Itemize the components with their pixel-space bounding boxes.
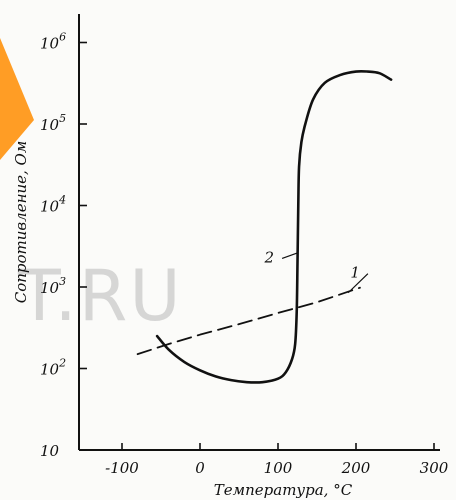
y-tick-label: 106 bbox=[40, 31, 66, 53]
y-tick-label: 103 bbox=[40, 275, 66, 297]
curve-label: 1 bbox=[350, 264, 360, 282]
curve-labels: 12 bbox=[264, 248, 369, 294]
x-tick-label: 200 bbox=[341, 459, 371, 477]
y-tick-label: 10 bbox=[40, 442, 60, 460]
y-ticks: 10 102 103 104 105 106 bbox=[40, 31, 87, 460]
series-layer bbox=[136, 69, 393, 384]
y-tick-label: 105 bbox=[40, 112, 66, 134]
series-2-solid-curve bbox=[155, 69, 393, 384]
watermark-logo-triangle bbox=[0, 38, 34, 160]
curve-label-leader bbox=[347, 273, 369, 294]
watermark-text: T.RU bbox=[17, 255, 183, 337]
y-tick-label: 102 bbox=[40, 357, 66, 379]
y-tick-label: 104 bbox=[40, 194, 66, 216]
x-axis-title: Температура, °C bbox=[214, 481, 353, 499]
series-1-dashed-line bbox=[136, 286, 361, 356]
curve-label: 2 bbox=[264, 248, 275, 266]
x-tick-label: 100 bbox=[264, 459, 293, 477]
y-axis-title: Сопротивление, Ом bbox=[12, 141, 30, 304]
x-tick-label: -100 bbox=[105, 459, 139, 477]
axes bbox=[78, 14, 440, 451]
curve-label-leader bbox=[281, 252, 297, 260]
x-tick-label: 300 bbox=[420, 459, 449, 477]
x-tick-label: 0 bbox=[195, 459, 205, 477]
x-ticks: -100 0 100 200 300 bbox=[105, 443, 449, 477]
